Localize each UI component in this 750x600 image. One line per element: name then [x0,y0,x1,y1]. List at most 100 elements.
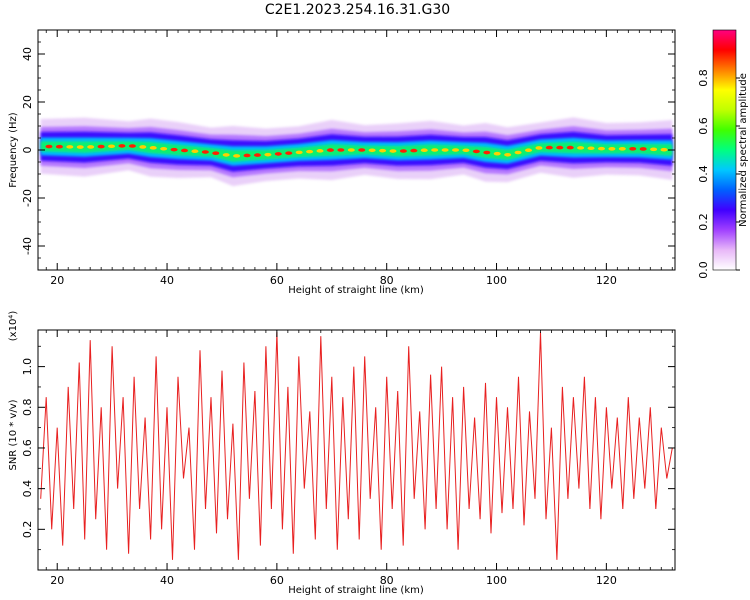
spectrogram-peak [431,148,439,152]
snr-y-tick-label: 0.8 [21,399,34,417]
spectrogram-peak [118,144,126,148]
spectrogram-peak [306,149,314,154]
spectrogram-peak [629,147,637,151]
spectrogram-peak [243,153,251,158]
snr-y-tick-label: 0.2 [21,521,34,539]
spectrogram-peak [212,151,220,155]
colorbar-tick-label: 0.6 [697,117,710,135]
colorbar-tick-label: 0.0 [697,261,710,279]
spectrogram-band-layer [40,141,673,162]
spectrogram-peak [441,148,449,152]
spectrogram-peak [462,148,470,153]
colorbar-tick-label: 0.2 [697,213,710,231]
spectrogram-peak [326,148,334,152]
spectrogram-peak [128,144,136,148]
spectrogram-peak [97,144,105,149]
spectrogram-peak [285,151,293,155]
spectrogram-peak [87,145,95,149]
snr-x-tick-label: 20 [50,574,64,587]
spectrogram-peak [45,144,53,149]
spectrogram-y-tick-label: -40 [21,237,34,255]
snr-x-ticks: 20 40 60 80 100 120 [45,330,673,587]
spectrogram-band [40,117,673,187]
spectrogram-peak [76,145,84,149]
spectrogram-peak [379,148,387,153]
snr-exponent-label: (x10⁴) [8,311,19,342]
spectrogram-x-tick-label: 100 [486,274,507,287]
spectrogram-peak [535,146,543,150]
spectrogram-peak [358,148,366,152]
spectrogram-peak [493,151,501,156]
spectrogram-peak [274,152,282,156]
snr-x-tick-label: 80 [380,574,394,587]
snr-x-tick-label: 40 [160,574,174,587]
spectrogram-peak [650,147,658,152]
spectrogram-peak [316,149,324,153]
spectrogram-x-tick-label: 60 [270,274,284,287]
spectrogram-peak [139,145,147,149]
colorbar-frame [712,29,737,271]
spectrogram-x-tick-label: 40 [160,274,174,287]
spectrogram-x-axis-title: Height of straight line (km) [288,285,424,296]
spectrogram-peak [639,147,647,151]
spectrogram-peak [253,153,261,157]
spectrogram-peak [399,149,407,153]
spectrogram-peak [597,146,605,151]
spectrogram-peak [55,144,63,149]
spectrogram-panel: 20 40 60 80 100 120 -40 -20 0 20 40 Height of str… [8,29,676,296]
spectrogram-peak [180,148,188,153]
colorbar-tick-label: 0.4 [697,165,710,183]
snr-y-axis-title: SNR (10 * v/v) [8,399,19,470]
spectrogram-y-tick-label: -20 [21,189,34,207]
snr-x-tick-label: 60 [270,574,284,587]
colorbar: 0.0 0.2 0.4 0.6 0.8 Normalized spectral ampl… [697,29,749,279]
spectrogram-y-ticks: -40 -20 0 20 40 [21,41,675,259]
spectrogram-x-tick-label: 80 [380,274,394,287]
spectrogram-peak [170,147,178,152]
spectrogram-peak [368,148,376,153]
colorbar-ticks: 0.0 0.2 0.4 0.6 0.8 [697,69,740,279]
spectrogram-peak [504,152,512,157]
spectrogram-peak [472,149,480,154]
spectrogram-peak [191,149,199,154]
spectrogram-peak [577,146,585,150]
snr-x-tick-label: 120 [596,574,617,587]
spectrogram-x-tick-label: 20 [50,274,64,287]
spectrogram-peak [264,152,272,157]
snr-y-tick-label: 0.4 [21,480,34,498]
spectrogram-peak [556,145,564,150]
spectrogram-peak [337,148,345,152]
colorbar-tick-label: 0.8 [697,69,710,87]
spectrogram-peak [149,146,157,150]
spectrogram-peak [222,153,230,157]
spectrogram-peak [483,150,491,155]
spectrogram-peak [201,150,209,154]
spectrogram-peak [389,149,397,153]
spectrogram-peak [545,145,553,150]
spectrogram-peak [566,145,574,150]
spectrogram-peak [587,146,595,151]
spectrogram-peak [295,150,303,155]
snr-y-tick-label: 1.0 [21,358,34,376]
colorbar-gradient [713,30,736,270]
colorbar-label: Normalized spectral amplitude [738,73,749,227]
spectrogram-x-tick-label: 120 [596,274,617,287]
spectrogram-x-ticks: 20 40 60 80 100 120 [45,30,673,287]
page-title: C2E1.2023.254.16.31.G30 [264,2,451,18]
spectrogram-peak [233,154,241,158]
spectrogram-peak [660,147,668,152]
spectrogram-peak [66,145,74,149]
snr-series-line [40,331,673,560]
snr-x-tick-label: 100 [486,574,507,587]
spectrogram-peak [514,150,522,155]
spectrogram-peak [452,148,460,152]
spectrogram-peak [525,148,533,153]
spectrogram-y-tick-label: 40 [21,47,34,61]
spectrogram-peak [608,147,616,151]
spectrogram-peak [108,144,116,149]
snr-x-axis-title: Height of straight line (km) [288,585,424,596]
spectrogram-peak [160,146,168,151]
spectrogram-y-axis-title: Frequency (Hz) [8,112,19,188]
spectrogram-peak [347,148,355,152]
